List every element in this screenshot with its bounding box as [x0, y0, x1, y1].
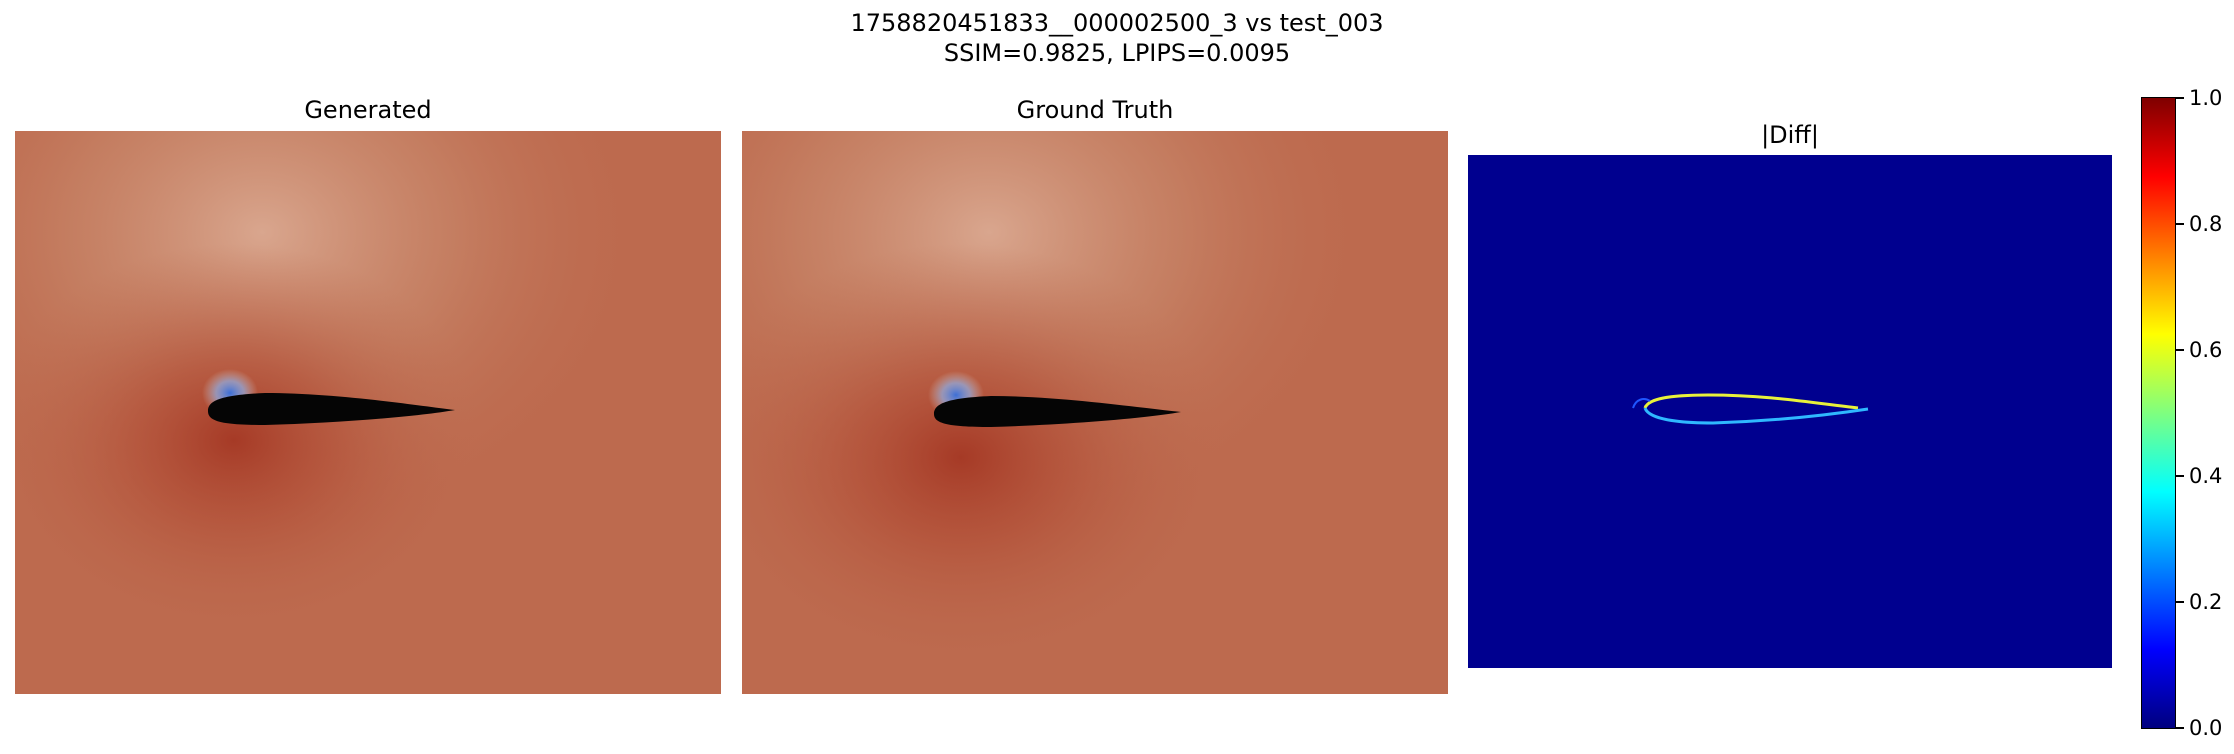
diff-background [1468, 155, 2112, 668]
panel-title-ground-truth: Ground Truth [1016, 96, 1174, 124]
diff-heatmap-image [1468, 155, 2112, 668]
figure-title-line1: 1758820451833__000002500_3 vs test_003 [850, 9, 1384, 37]
airfoil-shape [208, 393, 455, 425]
ground-truth-field-image [742, 131, 1448, 694]
diff-lower-edge [1643, 407, 1869, 425]
diff-upper-edge [1643, 393, 1859, 410]
panel-title-diff: |Diff| [1761, 121, 1819, 149]
generated-field-image [15, 131, 721, 694]
panel-title-generated: Generated [304, 96, 432, 124]
figure-title-line2: SSIM=0.9825, LPIPS=0.0095 [943, 39, 1291, 67]
airfoil-shape [934, 396, 1181, 427]
colorbar [2141, 97, 2176, 729]
